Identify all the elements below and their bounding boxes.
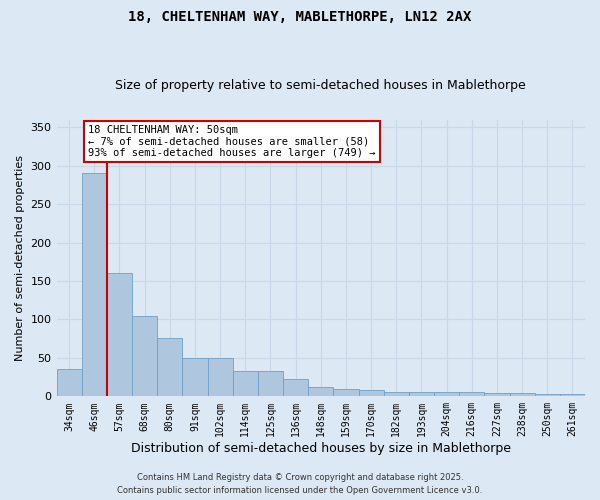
Text: 18 CHELTENHAM WAY: 50sqm
← 7% of semi-detached houses are smaller (58)
93% of se: 18 CHELTENHAM WAY: 50sqm ← 7% of semi-de… — [88, 125, 376, 158]
Bar — [107, 274, 132, 396]
Title: Size of property relative to semi-detached houses in Mablethorpe: Size of property relative to semi-detach… — [115, 79, 526, 92]
Bar — [157, 338, 182, 396]
Bar — [434, 392, 459, 396]
Bar — [409, 392, 434, 396]
Bar — [258, 371, 283, 396]
Bar — [484, 394, 509, 396]
Bar — [182, 358, 208, 397]
Bar — [509, 394, 535, 396]
Text: Contains HM Land Registry data © Crown copyright and database right 2025.
Contai: Contains HM Land Registry data © Crown c… — [118, 474, 482, 495]
X-axis label: Distribution of semi-detached houses by size in Mablethorpe: Distribution of semi-detached houses by … — [131, 442, 511, 455]
Bar — [535, 394, 560, 396]
Bar — [334, 390, 359, 396]
Bar — [283, 380, 308, 396]
Bar — [82, 174, 107, 396]
Bar — [233, 371, 258, 396]
Bar — [383, 392, 409, 396]
Bar — [208, 358, 233, 397]
Bar — [359, 390, 383, 396]
Bar — [132, 316, 157, 396]
Bar — [560, 394, 585, 396]
Y-axis label: Number of semi-detached properties: Number of semi-detached properties — [15, 155, 25, 361]
Bar — [459, 392, 484, 396]
Text: 18, CHELTENHAM WAY, MABLETHORPE, LN12 2AX: 18, CHELTENHAM WAY, MABLETHORPE, LN12 2A… — [128, 10, 472, 24]
Bar — [308, 387, 334, 396]
Bar — [56, 370, 82, 396]
